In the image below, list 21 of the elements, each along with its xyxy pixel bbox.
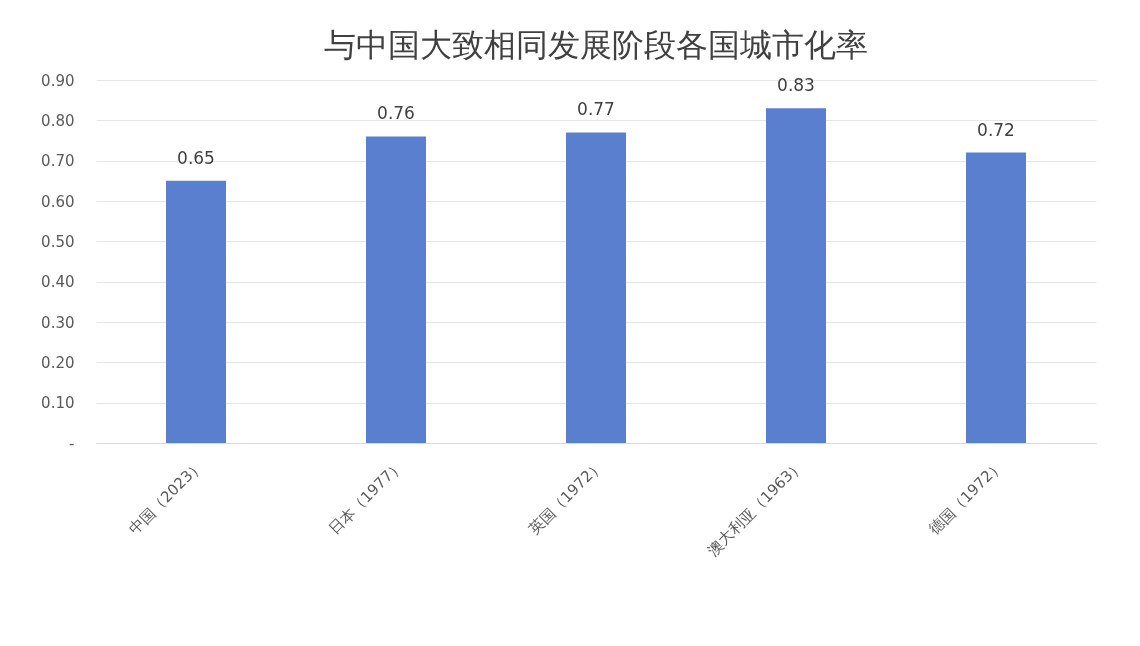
data-label: 0.65 bbox=[177, 147, 215, 168]
y-tick-label: 0.10 bbox=[41, 394, 75, 413]
y-tick-label: - bbox=[69, 434, 75, 453]
data-label: 0.76 bbox=[377, 103, 415, 124]
y-tick-label: 0.90 bbox=[41, 71, 75, 90]
bar bbox=[366, 136, 426, 443]
y-tick-label: 0.60 bbox=[41, 192, 75, 211]
y-tick-label: 0.20 bbox=[41, 353, 75, 372]
data-label: 0.77 bbox=[577, 99, 615, 120]
y-tick-label: 0.30 bbox=[41, 313, 75, 332]
y-tick-label: 0.40 bbox=[41, 273, 75, 292]
data-label: 0.83 bbox=[777, 75, 815, 96]
bar bbox=[566, 132, 626, 443]
bar bbox=[166, 180, 226, 443]
bar bbox=[766, 108, 826, 443]
bar bbox=[966, 152, 1026, 443]
chart-title: 与中国大致相同发展阶段各国城市化率 bbox=[324, 26, 868, 64]
data-label: 0.72 bbox=[977, 119, 1015, 140]
y-tick-label: 0.80 bbox=[41, 111, 75, 130]
y-tick-label: 0.50 bbox=[41, 232, 75, 251]
y-tick-label: 0.70 bbox=[41, 152, 75, 171]
